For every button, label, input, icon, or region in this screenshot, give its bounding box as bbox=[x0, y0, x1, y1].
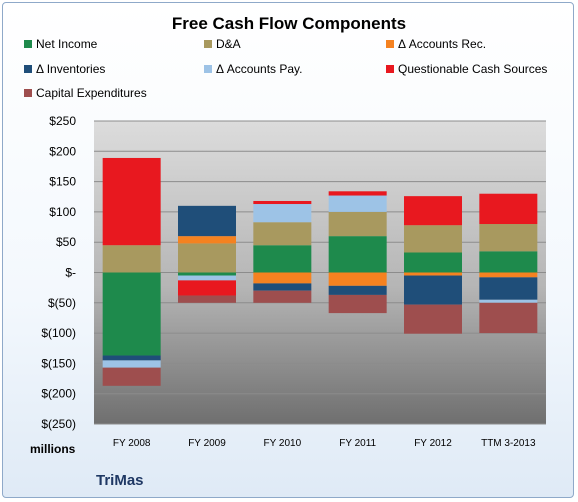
bar-segment bbox=[404, 196, 462, 226]
bar-segment bbox=[102, 367, 161, 386]
bar-segment bbox=[328, 191, 387, 196]
bar-segment bbox=[479, 193, 538, 225]
chart-title: Free Cash Flow Components bbox=[171, 14, 407, 33]
legend-swatch bbox=[386, 40, 394, 48]
units-label: millions bbox=[30, 442, 76, 456]
bar-segment bbox=[479, 272, 538, 278]
legend-swatch bbox=[24, 89, 32, 97]
bar-segment bbox=[404, 275, 462, 305]
legend-item: Questionable Cash Sources bbox=[386, 62, 547, 76]
bar-segment bbox=[404, 225, 462, 253]
legend-item: Δ Accounts Rec. bbox=[386, 37, 486, 51]
company-name: TriMas bbox=[96, 472, 144, 489]
legend-item: Capital Expenditures bbox=[24, 86, 147, 100]
legend-label: Net Income bbox=[36, 37, 98, 51]
x-tick-label: FY 2009 bbox=[188, 438, 226, 449]
y-tick-label: $(50) bbox=[48, 296, 76, 310]
bar-segment bbox=[328, 294, 387, 314]
y-tick-label: $150 bbox=[49, 175, 76, 189]
bar-segment bbox=[479, 277, 538, 300]
bar-segment bbox=[178, 275, 236, 281]
legend-label: Questionable Cash Sources bbox=[398, 62, 548, 76]
y-tick-label: $(200) bbox=[41, 387, 76, 401]
legend-swatch bbox=[24, 65, 32, 73]
bar-segment bbox=[479, 224, 538, 252]
legend-item: Net Income bbox=[24, 37, 97, 51]
bar-segment bbox=[253, 283, 312, 291]
y-tick-label: $(150) bbox=[41, 356, 76, 370]
bar-segment bbox=[328, 211, 387, 237]
x-tick-label: TTM 3-2013 bbox=[481, 438, 536, 449]
legend-item: D&A bbox=[204, 37, 241, 51]
y-tick-label: $- bbox=[65, 266, 76, 280]
x-tick-label: FY 2010 bbox=[264, 438, 302, 449]
y-tick-label: $200 bbox=[49, 144, 76, 158]
bar-segment bbox=[253, 222, 312, 246]
y-tick-label: $250 bbox=[49, 114, 76, 128]
bar-segment bbox=[253, 200, 312, 205]
y-tick-label: $50 bbox=[56, 235, 76, 249]
legend-label: Δ Accounts Pay. bbox=[216, 62, 303, 76]
bar-segment bbox=[328, 272, 387, 286]
bar-segment bbox=[178, 295, 236, 303]
bar-segment bbox=[404, 304, 462, 334]
bar-segment bbox=[253, 245, 312, 273]
bar-segment bbox=[328, 285, 387, 295]
y-tick-label: $(100) bbox=[41, 326, 76, 340]
bar-segment bbox=[102, 245, 161, 273]
bar-segment bbox=[253, 290, 312, 303]
bar-segment bbox=[178, 280, 236, 296]
legend-label: Capital Expenditures bbox=[36, 86, 147, 100]
legend-label: Δ Accounts Rec. bbox=[398, 37, 487, 51]
legend-swatch bbox=[24, 40, 32, 48]
bar-segment bbox=[178, 243, 236, 273]
bar-segment bbox=[102, 355, 161, 361]
bar-segment bbox=[253, 272, 312, 284]
bar-segment bbox=[404, 272, 462, 276]
legend-label: D&A bbox=[216, 37, 241, 51]
legend-item: Δ Accounts Pay. bbox=[204, 62, 303, 76]
legend-swatch bbox=[386, 65, 394, 73]
bar-segment bbox=[102, 157, 161, 246]
x-tick-label: FY 2008 bbox=[113, 438, 151, 449]
bar-segment bbox=[253, 204, 312, 223]
bar-segment bbox=[479, 299, 538, 303]
bar-segment bbox=[404, 252, 462, 273]
x-tick-label: FY 2011 bbox=[339, 438, 376, 449]
bar-segment bbox=[178, 236, 236, 244]
legend-item: Δ Inventories bbox=[24, 62, 105, 76]
legend-swatch bbox=[204, 40, 212, 48]
bar-segment bbox=[102, 360, 161, 368]
bar-segment bbox=[328, 195, 387, 212]
bar-segment bbox=[102, 272, 161, 356]
x-tick-label: FY 2012 bbox=[414, 438, 452, 449]
bar-segment bbox=[328, 236, 387, 273]
legend-swatch bbox=[204, 65, 212, 73]
y-tick-label: $100 bbox=[49, 205, 76, 219]
bar-segment bbox=[178, 205, 236, 237]
bar-segment bbox=[178, 272, 236, 276]
bar-segment bbox=[479, 302, 538, 334]
legend-label: Δ Inventories bbox=[36, 62, 106, 76]
y-tick-label: $(250) bbox=[41, 417, 76, 431]
bar-segment bbox=[479, 251, 538, 273]
